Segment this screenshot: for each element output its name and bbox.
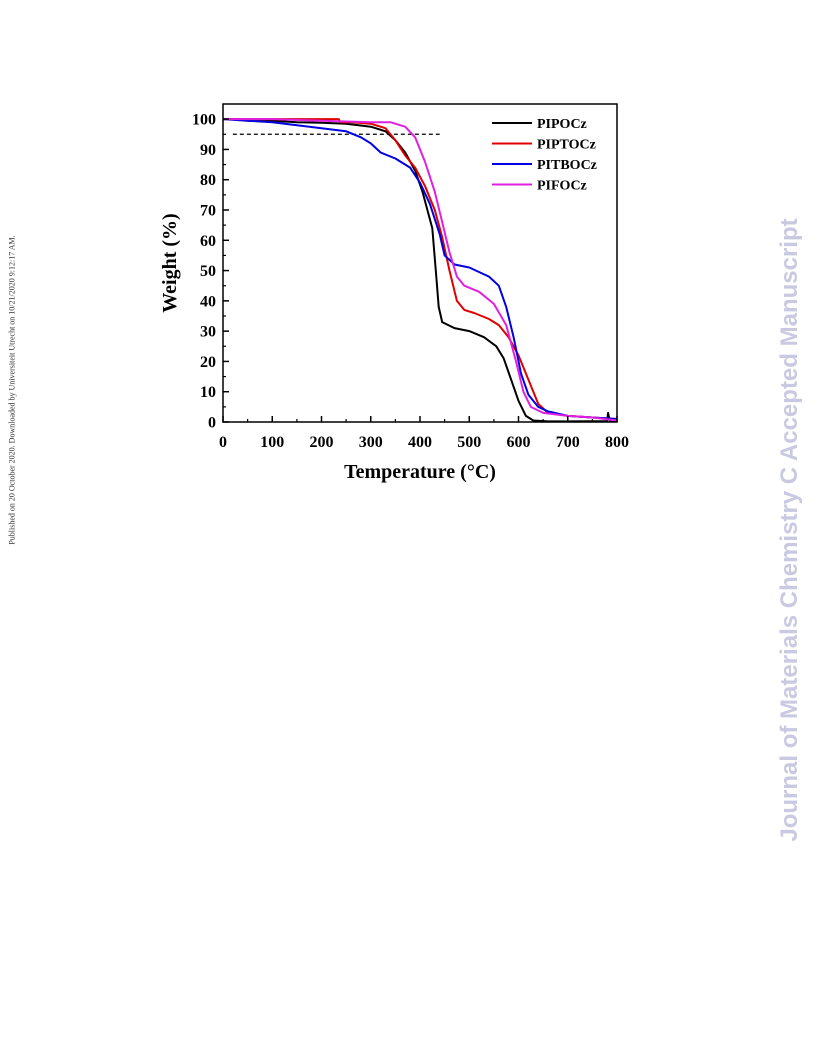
y-tick-label-50: 50 xyxy=(200,263,216,280)
y-tick-label-90: 90 xyxy=(200,142,216,159)
x-axis-title: Temperature (°C) xyxy=(344,461,496,483)
x-tick-label-100: 100 xyxy=(260,434,284,451)
legend-label-pitbocz: PITBOCz xyxy=(537,158,597,173)
series-line-pitbocz xyxy=(222,118,618,420)
y-tick-label-10: 10 xyxy=(200,384,216,401)
y-tick-label-60: 60 xyxy=(200,233,216,250)
legend-label-piptocz: PIPTOCz xyxy=(537,138,596,153)
y-tick-label-0: 0 xyxy=(208,415,216,432)
x-tick-label-800: 800 xyxy=(605,434,629,451)
y-tick-label-30: 30 xyxy=(200,324,216,341)
legend-label-pipocz: PIPOCz xyxy=(537,117,587,132)
x-tick-label-300: 300 xyxy=(359,434,383,451)
x-tick-label-500: 500 xyxy=(457,434,481,451)
x-tick-label-600: 600 xyxy=(507,434,531,451)
legend-label-pifocz: PIFOCz xyxy=(537,179,587,194)
x-tick-label-700: 700 xyxy=(556,434,580,451)
y-tick-label-20: 20 xyxy=(200,354,216,371)
y-axis-title: Weight (%) xyxy=(159,213,181,312)
x-tick-label-200: 200 xyxy=(310,434,334,451)
y-tick-label-40: 40 xyxy=(200,293,216,310)
x-tick-label-400: 400 xyxy=(408,434,432,451)
axis-ticks: 0 100 200 300 400 500 600 700 800 0 10 20 30 40 50 60 70… xyxy=(192,112,629,451)
y-tick-label-70: 70 xyxy=(200,203,216,220)
y-tick-label-80: 80 xyxy=(200,172,216,189)
y-tick-label-100: 100 xyxy=(192,112,216,129)
x-tick-label-0: 0 xyxy=(219,434,227,451)
legend: PIPOCz PIPTOCz PITBOCz PIFOCz xyxy=(492,117,597,194)
series-line-pifocz xyxy=(223,118,618,422)
